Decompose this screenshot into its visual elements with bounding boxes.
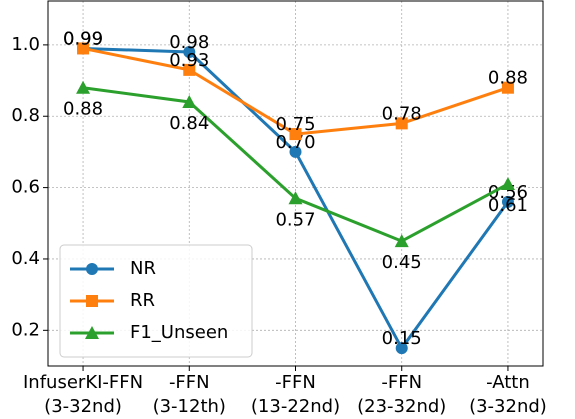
point bbox=[77, 42, 90, 55]
data-label: 0.15 bbox=[382, 328, 422, 349]
data-label: 0.45 bbox=[382, 252, 422, 273]
legend-label: RR bbox=[130, 290, 155, 311]
point bbox=[394, 234, 409, 248]
x-tick-label: (13-22nd) bbox=[251, 396, 340, 417]
x-tick-label: (3-32nd) bbox=[44, 396, 122, 417]
legend-marker bbox=[85, 326, 99, 339]
point bbox=[500, 177, 515, 191]
x-tick-label: (23-32nd) bbox=[357, 396, 446, 417]
legend-label: NR bbox=[130, 258, 156, 279]
legend-label: F1_Unseen bbox=[130, 322, 228, 343]
data-label: 0.93 bbox=[169, 50, 209, 71]
data-label: 0.70 bbox=[275, 132, 315, 153]
legend-marker bbox=[86, 263, 98, 275]
data-label: 0.84 bbox=[169, 113, 209, 134]
data-label: 0.78 bbox=[382, 103, 422, 124]
point bbox=[288, 191, 303, 205]
y-tick-label: 0.8 bbox=[11, 105, 40, 126]
point bbox=[183, 63, 196, 76]
x-tick-label: -Attn bbox=[486, 372, 530, 393]
y-tick-label: 1.0 bbox=[11, 34, 40, 55]
x-tick-label: (3-32nd) bbox=[469, 396, 547, 417]
point bbox=[501, 195, 514, 208]
point bbox=[395, 342, 408, 355]
point bbox=[76, 80, 91, 94]
data-label: 0.61 bbox=[488, 195, 528, 216]
x-tick-label: -FFN bbox=[381, 372, 422, 393]
y-tick-label: 0.2 bbox=[11, 319, 40, 340]
x-tick-label: -FFN bbox=[169, 372, 210, 393]
point bbox=[289, 145, 302, 158]
data-label: 0.88 bbox=[488, 68, 528, 89]
data-label: 0.56 bbox=[488, 182, 528, 203]
plot-frame bbox=[47, 0, 544, 367]
legend-box bbox=[59, 244, 253, 358]
point bbox=[289, 128, 302, 141]
point bbox=[501, 81, 514, 94]
y-tick-label: 0.4 bbox=[11, 248, 40, 269]
point bbox=[395, 117, 408, 130]
data-label: 0.75 bbox=[275, 114, 315, 135]
x-tick-label: InfuserKI-FFN bbox=[23, 372, 143, 393]
data-label: 0.99 bbox=[63, 28, 103, 49]
point bbox=[182, 94, 197, 108]
x-tick-label: -FFN bbox=[275, 372, 316, 393]
x-tick-label: (3-12th) bbox=[153, 396, 226, 417]
data-label: 0.88 bbox=[63, 99, 103, 120]
y-tick-label: 0.6 bbox=[11, 177, 40, 198]
data-label: 0.98 bbox=[169, 32, 209, 53]
point bbox=[183, 46, 196, 59]
legend-marker bbox=[86, 295, 98, 307]
data-label: 0.99 bbox=[63, 28, 103, 49]
data-label: 0.57 bbox=[275, 209, 315, 230]
